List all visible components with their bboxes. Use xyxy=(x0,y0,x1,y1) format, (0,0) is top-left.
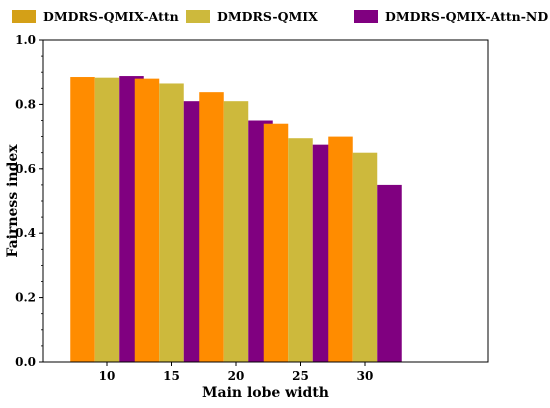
legend-swatch xyxy=(186,10,210,23)
x-tick-label: 15 xyxy=(163,369,180,383)
bar xyxy=(159,83,184,362)
bar xyxy=(328,136,353,362)
x-axis-label: Main lobe width xyxy=(202,385,329,401)
y-axis-label: Fairness index xyxy=(5,144,21,258)
legend-label: DMDRS-QMIX-Attn xyxy=(43,9,179,24)
axes-group: 0.0 0.2 0.4 0.6 0.8 1.0 10 15 20 25 30 xyxy=(15,33,489,383)
legend-label: DMDRS-QMIX-Attn-ND xyxy=(385,9,548,24)
bars-group xyxy=(70,76,402,363)
bar xyxy=(352,152,378,362)
y-tick-label: 1.0 xyxy=(15,33,36,47)
bar xyxy=(223,101,249,363)
bar xyxy=(377,184,402,362)
y-tick-label: 0.6 xyxy=(15,162,36,176)
bar xyxy=(288,138,313,362)
legend-label: DMDRS-QMIX xyxy=(217,9,318,24)
legend: DMDRS-QMIX-Attn DMDRS-QMIX DMDRS-QMIX-Attn… xyxy=(12,9,548,24)
y-tick-label: 0.4 xyxy=(15,226,36,240)
legend-swatch xyxy=(12,10,36,23)
x-tick-label: 20 xyxy=(228,369,245,383)
bar xyxy=(94,77,120,363)
bar xyxy=(199,92,224,362)
x-tick-label: 10 xyxy=(99,369,116,383)
x-tick-label: 30 xyxy=(357,369,374,383)
y-tick-label: 0.8 xyxy=(15,97,36,111)
y-tick-label: 0.2 xyxy=(15,291,36,305)
bar xyxy=(134,78,160,362)
bar xyxy=(70,77,95,362)
y-tick-label: 0.0 xyxy=(15,355,36,369)
x-tick-label: 25 xyxy=(292,369,309,383)
legend-swatch xyxy=(354,10,378,23)
bar xyxy=(263,123,289,362)
